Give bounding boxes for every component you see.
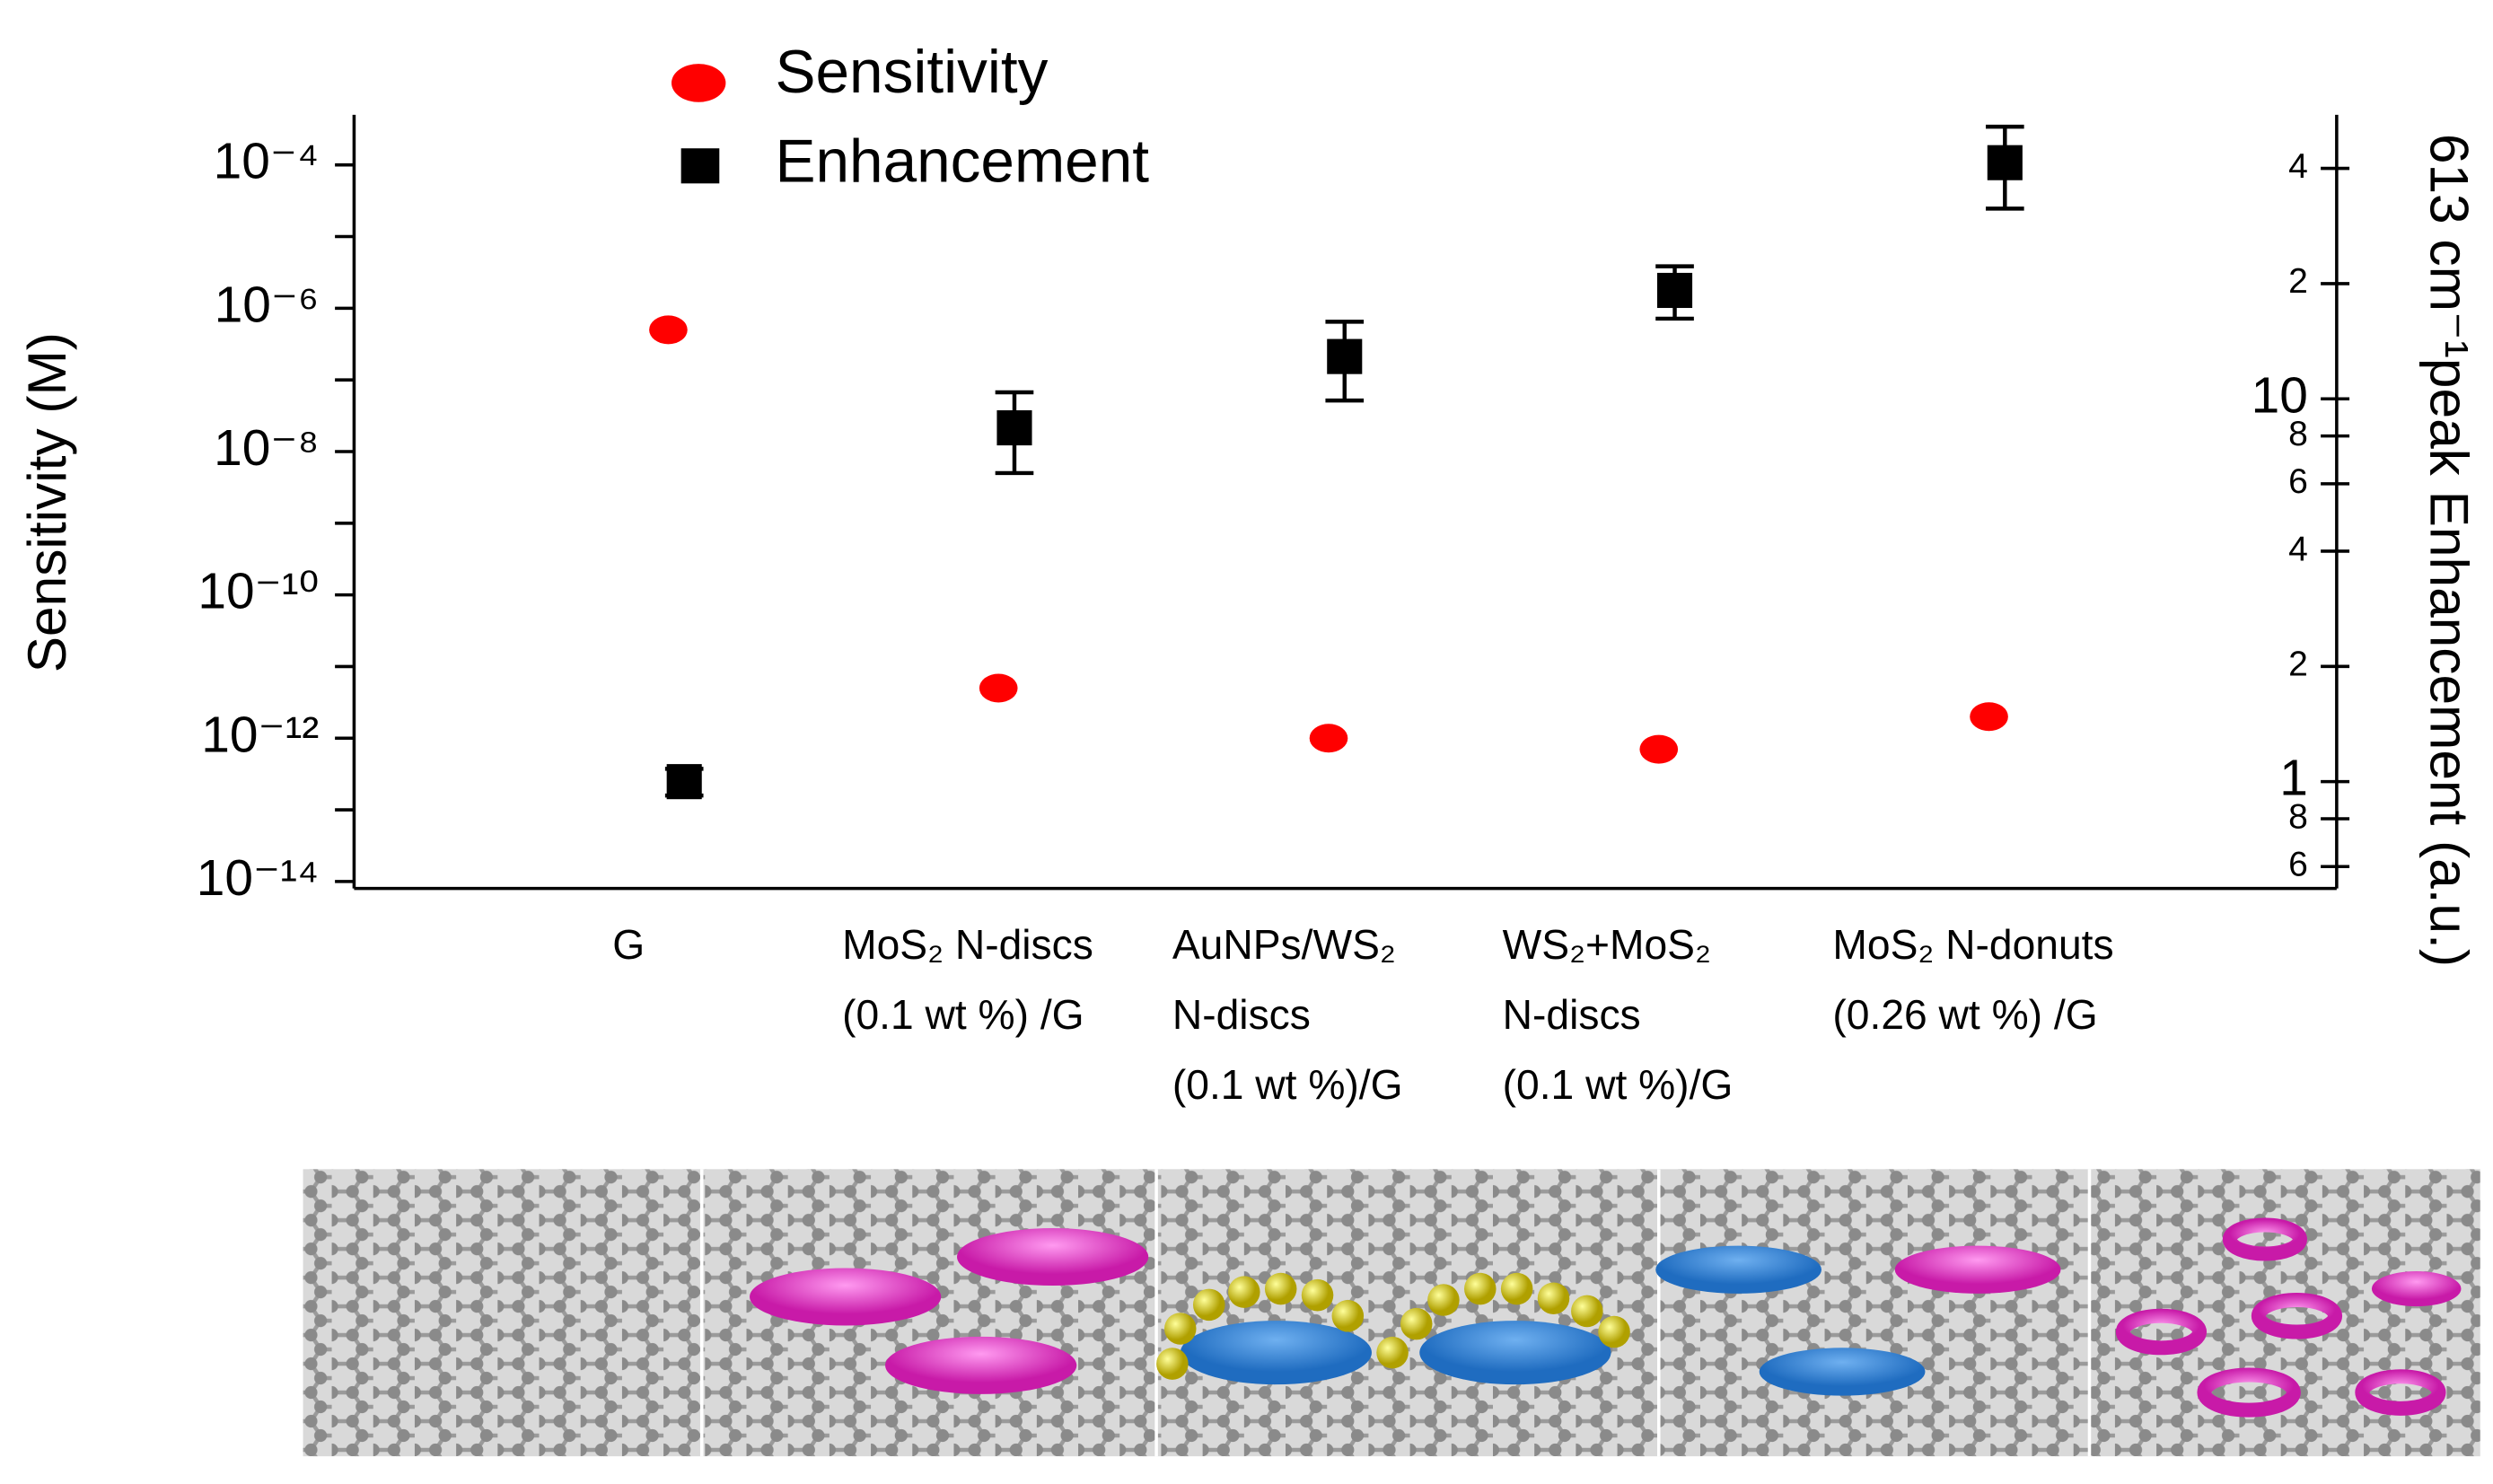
graphene-sheet xyxy=(303,1169,2480,1457)
enhancement-marker xyxy=(996,410,1032,446)
sensitivity-marker xyxy=(979,673,1018,703)
mos2-disc xyxy=(1894,1245,2061,1294)
y2-tick-label: 2 xyxy=(2288,645,2308,684)
sensitivity-marker xyxy=(1309,724,1348,753)
legend-marker xyxy=(680,148,720,184)
au-nanoparticles xyxy=(1156,1272,1630,1380)
legend-label: Sensitivity xyxy=(775,39,1048,106)
y2-tick-label: 6 xyxy=(2288,846,2308,884)
sensitivity-marker xyxy=(1970,702,2008,732)
mos2-disc xyxy=(2371,1271,2462,1307)
y2-tick-label: 4 xyxy=(2288,147,2308,186)
y2-tick-label: 4 xyxy=(2288,530,2308,568)
ws2-disc xyxy=(1180,1321,1372,1385)
enhancement-marker xyxy=(1987,145,2023,180)
ws2-disc xyxy=(1419,1321,1611,1385)
legend-label: Enhancement xyxy=(775,128,1149,196)
x-tick-label: G xyxy=(612,920,645,969)
y-tick-label: 10⁻⁶ xyxy=(215,277,320,333)
mos2-donuts xyxy=(2115,1217,2446,1418)
y-tick-label: 10⁻¹⁴ xyxy=(197,850,320,907)
y-axis-label: Sensitivity (M) xyxy=(16,332,77,672)
y-tick-label: 10⁻⁴ xyxy=(214,134,320,190)
y2-tick-label: 8 xyxy=(2288,415,2308,453)
y2-tick-label: 8 xyxy=(2288,797,2308,836)
enhancement-marker xyxy=(1656,272,1693,309)
x-tick-label: WS₂+MoS₂ N-discs (0.1 wt %)/G xyxy=(1502,920,1734,1109)
y2-tick-label: 2 xyxy=(2288,262,2308,301)
y2-tick-label: 6 xyxy=(2288,462,2308,501)
mos2-disc xyxy=(957,1228,1149,1286)
ws2-disc xyxy=(1759,1348,1926,1396)
enhancement-marker xyxy=(1327,338,1363,374)
x-tick-label: MoS₂ N-discs (0.1 wt %) /G xyxy=(842,920,1093,1039)
enhancement-marker xyxy=(666,764,702,800)
sensitivity-marker xyxy=(649,315,688,345)
x-tick-label: AuNPs/WS₂ N-discs (0.1 wt %)/G xyxy=(1172,920,1403,1109)
y-tick-label: 10⁻¹² xyxy=(201,707,319,763)
y-tick-label: 10⁻¹⁰ xyxy=(198,564,319,620)
y-tick-label: 10⁻⁸ xyxy=(214,420,319,477)
y2-tick-label: 1 xyxy=(2279,751,2308,807)
y2-tick-label: 10 xyxy=(2252,367,2308,424)
x-tick-label: MoS₂ N-donuts (0.26 wt %) /G xyxy=(1832,920,2114,1039)
y2-axis-label: 613 cm⁻¹peak Enhancement (a.u.) xyxy=(2419,134,2480,967)
legend-marker xyxy=(671,64,726,102)
illustration xyxy=(303,1169,2480,1457)
mos2-disc xyxy=(885,1336,1077,1394)
ws2-disc xyxy=(1655,1245,1821,1294)
mos2-disc xyxy=(750,1268,942,1326)
sensitivity-marker xyxy=(1639,734,1679,764)
